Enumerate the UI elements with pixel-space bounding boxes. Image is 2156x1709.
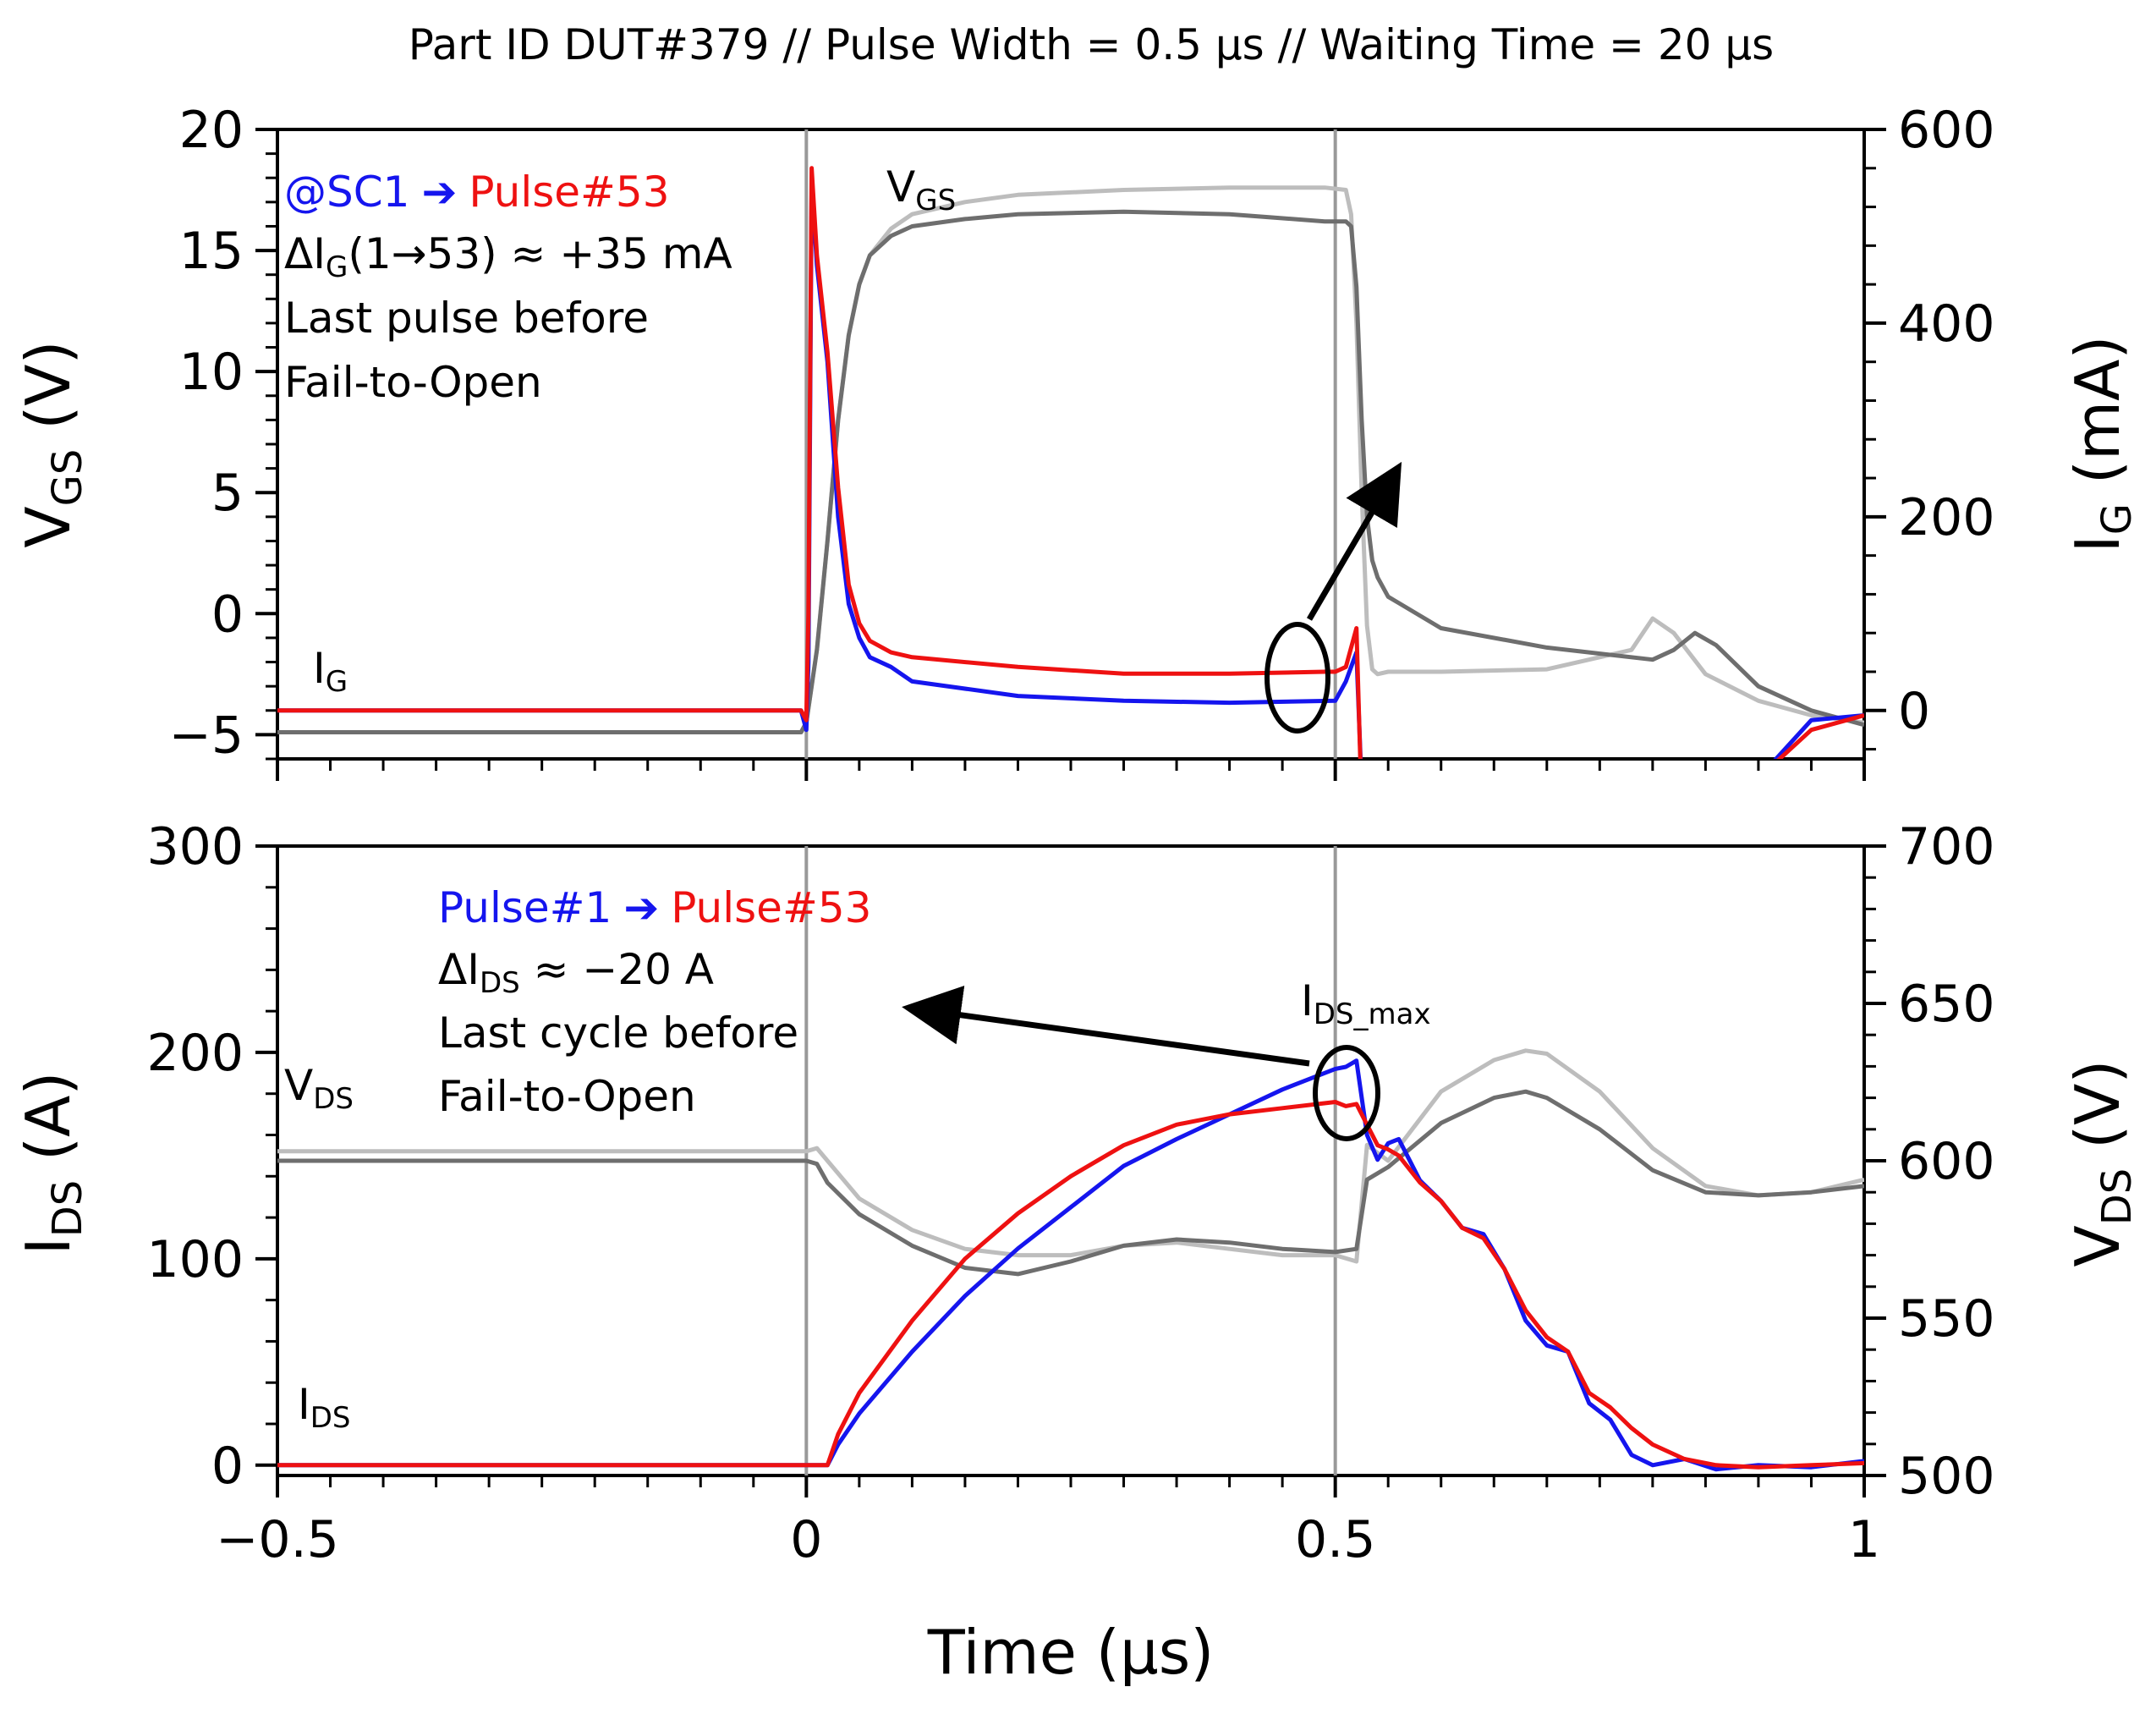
top-left-axis-label: VGS (V) [13, 340, 91, 547]
top-legend: @SC1 ➔ Pulse#53 [284, 168, 670, 217]
top-series-group [277, 166, 1864, 759]
bottom-panel: 0 100 200 300 500 550 600 650 700 −0.5 0 0.5 1 IDS (… [13, 817, 2141, 1569]
ig-change-circle [1265, 622, 1330, 734]
top-series-3 [277, 166, 1864, 759]
bottom-legend-blue: Pulse#1 [438, 883, 612, 932]
bottom-legend: Pulse#1 ➔ Pulse#53 [438, 883, 871, 932]
top-legend-blue: @SC1 [284, 168, 409, 217]
bot-left-tick-label: 300 [146, 817, 244, 876]
top-left-tick-label: 20 [179, 101, 244, 160]
bot-right-tick-label: 650 [1898, 975, 1995, 1034]
bot-right-tick-label: 600 [1898, 1132, 1995, 1191]
top-note-line2: Fail-to-Open [284, 358, 542, 407]
top-left-tick-label: 10 [179, 343, 244, 402]
x-tick-label: −0.5 [216, 1510, 339, 1569]
bottom-left-axis-label: IDS (A) [13, 1072, 91, 1256]
ids-trace-label: IDS [298, 1380, 351, 1435]
top-series-1 [277, 209, 1864, 734]
vds-trace-label: VDS [284, 1061, 354, 1116]
ig-trace-label: IG [313, 644, 348, 699]
x-axis-label: Time (µs) [927, 1617, 1215, 1688]
ids-decrease-arrow [902, 986, 1310, 1067]
bot-left-tick-label: 0 [211, 1437, 244, 1496]
bottom-legend-arrow: ➔ [623, 883, 659, 932]
top-note-line1: Last pulse before [284, 294, 649, 343]
x-tick-label: 1 [1848, 1510, 1880, 1569]
ids-max-label: IDS_max [1301, 976, 1431, 1031]
top-right-tick-label: 200 [1898, 488, 1995, 547]
bot-series-1 [277, 1089, 1864, 1277]
bot-right-tick-label: 550 [1898, 1289, 1995, 1349]
bottom-right-axis-label: VDS (V) [2062, 1059, 2141, 1267]
bot-series-2 [277, 1058, 1864, 1472]
top-right-tick-label: 0 [1898, 682, 1930, 741]
top-left-tick-label: 15 [179, 222, 244, 281]
ids-max-circle [1313, 1045, 1380, 1141]
bot-left-tick-label: 200 [146, 1024, 244, 1083]
vgs-trace-label: VGS [886, 162, 956, 217]
x-tick-label: 0 [790, 1510, 822, 1569]
bot-right-tick-label: 700 [1898, 817, 1995, 876]
bot-right-tick-label: 500 [1898, 1447, 1995, 1506]
top-left-tick-label: 5 [211, 464, 244, 523]
chart-title: Part ID DUT#379 // Pulse Width = 0.5 µs … [409, 20, 1774, 69]
top-right-tick-label: 600 [1898, 101, 1995, 160]
bottom-delta-ids: ΔIDS ≈ −20 A [438, 945, 714, 1000]
bottom-note-line2: Fail-to-Open [438, 1072, 696, 1121]
top-legend-arrow: ➔ [421, 168, 457, 217]
bot-left-tick-label: 100 [146, 1230, 244, 1289]
top-right-tick-label: 400 [1898, 294, 1995, 354]
x-tick-label: 0.5 [1295, 1510, 1375, 1569]
top-plot-frame [276, 128, 1866, 761]
bottom-series-group [277, 1048, 1864, 1472]
bot-series-0 [277, 1048, 1864, 1264]
bot-series-3 [277, 1100, 1864, 1470]
bottom-ticks: 0 100 200 300 500 550 600 650 700 −0.5 0 0.5 1 [146, 817, 1994, 1569]
top-legend-red: Pulse#53 [469, 168, 669, 217]
bottom-legend-red: Pulse#53 [671, 883, 871, 932]
top-left-tick-label: 0 [211, 585, 244, 644]
ig-increase-arrow [1306, 461, 1402, 621]
top-left-tick-label: −5 [169, 706, 244, 765]
bottom-note-line1: Last cycle before [438, 1008, 798, 1058]
top-right-axis-label: IG (mA) [2062, 336, 2141, 553]
top-delta-ig: ΔIG(1→53) ≈ +35 mA [284, 229, 732, 284]
